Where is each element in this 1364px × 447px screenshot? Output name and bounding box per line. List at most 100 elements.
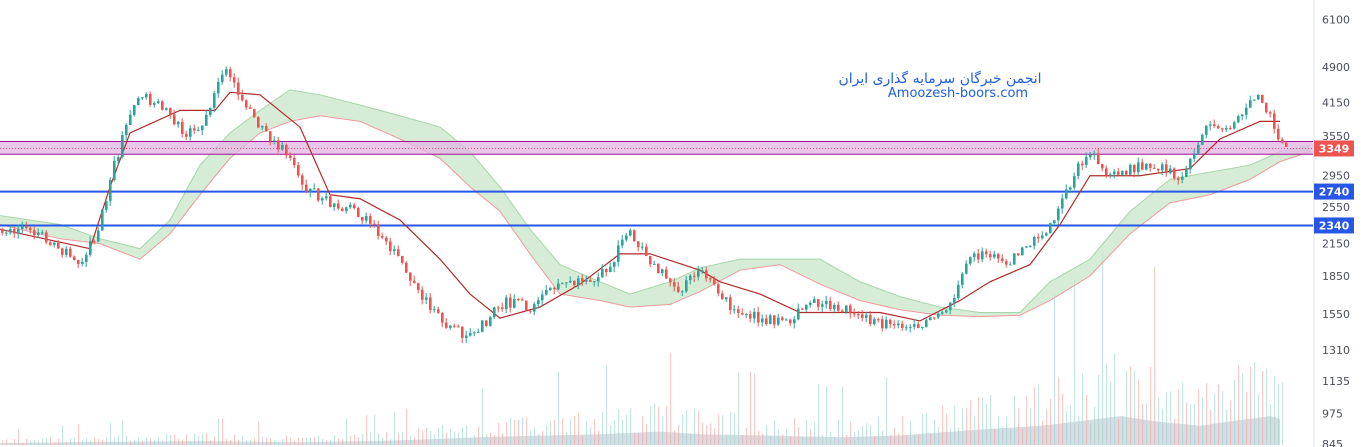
volume-bar [262, 436, 264, 445]
candle-body [361, 216, 364, 221]
candle-body [89, 241, 92, 255]
volume-bar [122, 420, 124, 445]
volume-bar [606, 366, 608, 445]
candle-body [1053, 220, 1056, 224]
volume-bar [970, 399, 972, 445]
candle-body [141, 97, 144, 99]
candle-body [573, 280, 576, 286]
candle-body [1057, 208, 1060, 221]
volume-bar [98, 438, 100, 445]
axis-tick-label: 2550 [1322, 201, 1350, 214]
candle-body [677, 286, 680, 292]
volume-bar [142, 441, 144, 445]
volume-bar [1218, 384, 1220, 445]
candle-body [1133, 164, 1136, 173]
volume-bar [270, 438, 272, 445]
candle-body [1277, 128, 1280, 140]
volume-bar [734, 413, 736, 445]
volume-bar [1170, 391, 1172, 445]
volume-bar [278, 442, 280, 445]
candle-body [937, 313, 940, 318]
volume-bar [454, 431, 456, 445]
candle-body [1141, 162, 1144, 170]
candle-body [861, 314, 864, 318]
candle-body [465, 335, 468, 338]
volume-bar [1058, 377, 1060, 445]
candle-body [257, 117, 260, 128]
candle-body [1249, 100, 1252, 108]
volume-bar [1078, 416, 1080, 445]
candle-body [489, 317, 492, 326]
volume-bar [1230, 400, 1232, 445]
volume-bar [1110, 381, 1112, 445]
volume-bar [1042, 420, 1044, 445]
volume-bar [1254, 361, 1256, 445]
candle-body [1201, 134, 1204, 145]
candle-body [1153, 167, 1156, 169]
volume-bar [194, 433, 196, 445]
volume-bar [302, 437, 304, 445]
candle-body [1065, 189, 1068, 199]
volume-bar [374, 414, 376, 445]
candle-body [377, 224, 380, 237]
candle-body [305, 184, 308, 193]
volume-bar [1154, 267, 1156, 445]
volume-bar [62, 425, 64, 445]
candle-body [381, 236, 384, 238]
cloud-segment [140, 220, 170, 260]
candle-body [665, 269, 668, 279]
candle-body [625, 235, 628, 240]
candle-body [605, 269, 608, 273]
candle-body [1149, 163, 1152, 168]
volume-bar [758, 431, 760, 445]
volume-bar [1238, 365, 1240, 445]
candles [1, 66, 1288, 344]
volume-bar [590, 426, 592, 445]
axis-tick-label: 1550 [1322, 308, 1350, 321]
volume-bar [626, 414, 628, 445]
volume-bar [146, 437, 148, 445]
volume-bar [138, 437, 140, 445]
candle-body [989, 254, 992, 258]
volume-bar [186, 434, 188, 445]
volume-bar [978, 397, 980, 445]
candle-body [1261, 94, 1264, 103]
volume-bar [834, 436, 836, 445]
volume-bar [874, 435, 876, 445]
baseline-path [0, 91, 1280, 322]
cloud-segment [290, 89, 320, 122]
candle-body [277, 140, 280, 150]
volume-bar [766, 425, 768, 445]
candle-body [397, 249, 400, 257]
volume-bar [674, 430, 676, 445]
candle-body [593, 281, 596, 283]
candle-body [609, 266, 612, 273]
candle-body [549, 287, 552, 291]
volume-bar [462, 427, 464, 445]
volume-bar [702, 422, 704, 445]
price-tag-label: 2340 [1319, 219, 1350, 232]
cloud-segment [170, 165, 200, 234]
candle-body [1273, 113, 1276, 129]
volume-bar [1186, 402, 1188, 445]
candle-body [225, 69, 228, 75]
candle-body [481, 320, 484, 332]
volume-bar [426, 427, 428, 445]
volume-bar [1150, 366, 1152, 445]
candle-body [1157, 168, 1160, 171]
price-tag-bg [1314, 183, 1354, 200]
volume-bar [566, 432, 568, 445]
candle-body [1017, 253, 1020, 256]
candle-body [589, 279, 592, 282]
volume-bar [294, 440, 296, 445]
candle-body [697, 270, 700, 277]
volume-bar [878, 416, 880, 445]
volume-bar [478, 427, 480, 445]
volume-bar [86, 437, 88, 445]
volume-bar [254, 438, 256, 445]
volume-bar [810, 428, 812, 445]
volume-bar [602, 412, 604, 445]
candle-body [61, 248, 64, 255]
volume-bar [382, 437, 384, 445]
